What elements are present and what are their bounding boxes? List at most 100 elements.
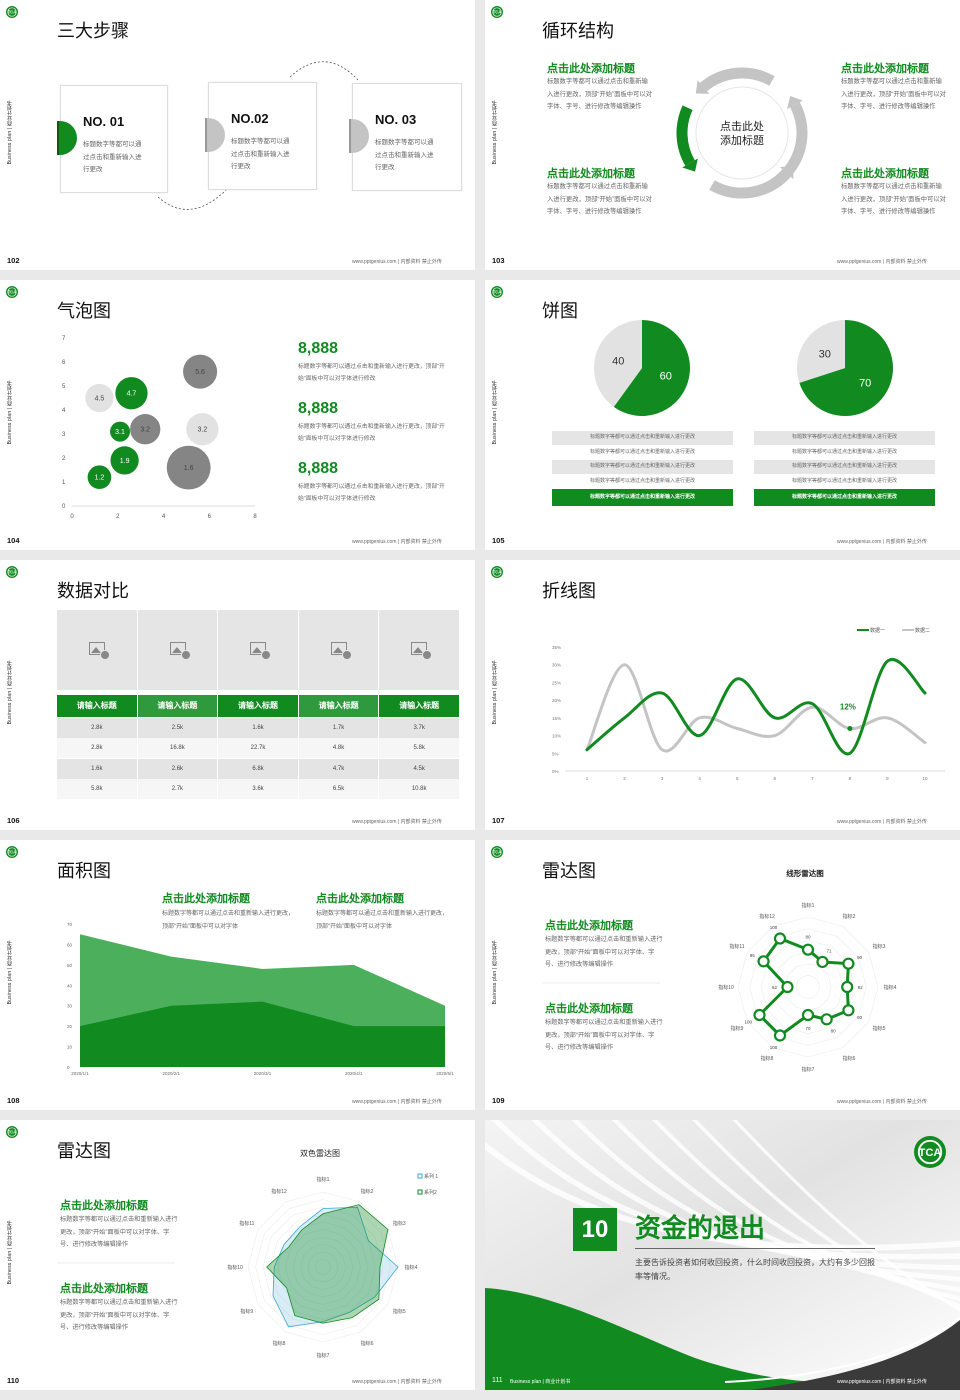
radar-axis-label: 指标11 <box>729 943 744 950</box>
image-placeholder-icon <box>330 642 347 655</box>
slide-109[interactable]: TCA 雷达图 Business plan | 商业计划书 109 www.pptgen… <box>485 840 960 1110</box>
step-text: 标题数字等都可以通过点击和重新输入进行更改 <box>231 138 290 170</box>
item-heading: 点击此处添加标题 <box>547 168 635 180</box>
y-tick-label: 40 <box>67 983 73 988</box>
radar-axis-label: 指标9 <box>731 1025 744 1032</box>
y-tick-label: 30% <box>552 663 561 668</box>
image-placeholder[interactable] <box>137 610 218 690</box>
radar-marker <box>842 1004 855 1017</box>
swoosh-line <box>651 1120 960 1302</box>
slide-104[interactable]: TCA 气泡图 Business plan | 商业计划书 104 www.pptgen… <box>0 280 475 550</box>
radar-grid <box>315 1259 331 1275</box>
y-tick-label: 50 <box>67 963 73 968</box>
logo-text: TCA <box>493 850 502 855</box>
logo-text: TCA <box>8 850 17 855</box>
legend-row: 标题数字等都可以通过点击和重新输入进行更改 <box>552 460 733 474</box>
y-tick-label: 20 <box>67 1024 73 1029</box>
slide-102[interactable]: TCA 三大步骤 Business plan | 商业计划书 102 www.pptge… <box>0 0 475 270</box>
x-tick-label: 2 <box>116 514 120 520</box>
radar-value-label: 100 <box>770 1045 778 1050</box>
radar-value-label: 70 <box>805 1026 811 1031</box>
radar-value-label: 80 <box>831 1029 837 1034</box>
pie-slice <box>799 320 893 416</box>
slide-111[interactable]: TCA 10 资金的退出 主要告诉投资者如何收回投资，什么时间收回投资，大约有多少回报… <box>485 1120 960 1390</box>
table-cell: 16.8k <box>137 738 218 759</box>
pie-label: 60 <box>660 371 672 383</box>
item-text: 标题数字等都可以通过点击和重新输入进行更改，顶部“开始”面板中可以对字体、字号、… <box>841 78 946 110</box>
bubble-chart: 0 1 2 3 4 5 6 7 0 2 4 6 8 1.2 1.9 3.1 3.2 4.5 4.7 5.6 3.2 1.6 <box>62 336 257 520</box>
x-tick-label: 2 <box>623 776 626 781</box>
y-tick-label: 60 <box>67 942 73 947</box>
footer-text: www.pptgenius.com | 内部资料 禁止外传 <box>837 1099 927 1105</box>
table-cell: 4.5k <box>379 758 459 779</box>
divider <box>542 982 660 984</box>
logo-ring <box>917 1139 943 1165</box>
radar-axis-label: 指标12 <box>271 1188 287 1195</box>
radar-value-label: 80 <box>805 935 811 940</box>
radar-axis-label: 指标3 <box>393 1220 406 1227</box>
area-series <box>80 1001 445 1067</box>
radar-marker <box>757 955 770 968</box>
stat-value: 8,888 <box>298 400 339 417</box>
image-placeholder[interactable] <box>57 610 137 690</box>
section-number: 10 <box>573 1208 617 1251</box>
stat-value: 8,888 <box>298 460 339 477</box>
y-tick-label: 0% <box>552 769 559 774</box>
step-card <box>208 82 317 190</box>
table-header: 请输入标题 <box>218 695 298 717</box>
table-cell: 2.8k <box>57 738 137 759</box>
arrow-head-icon <box>787 96 803 110</box>
section-title: 资金的退出 <box>635 1213 766 1243</box>
logo-ring <box>7 567 17 577</box>
bubble <box>186 413 219 446</box>
item-heading: 点击此处添加标题 <box>841 63 929 75</box>
logo-ring <box>7 7 17 17</box>
bubble-label: 3.2 <box>140 427 150 434</box>
bubble <box>87 465 112 490</box>
bubble-label: 1.6 <box>184 465 194 472</box>
radar-value-label: 90 <box>857 955 863 960</box>
slide-title: 折线图 <box>542 581 596 601</box>
slide-107[interactable]: TCA 折线图 Business plan | 商业计划书 107 www.pptgen… <box>485 560 960 830</box>
x-tick-label: 3 <box>661 776 664 781</box>
pie-label: 40 <box>612 355 624 367</box>
radar-marker <box>841 980 854 994</box>
logo-ring <box>492 567 502 577</box>
y-tick-label: 7 <box>62 336 66 342</box>
item-heading: 点击此处添加标题 <box>545 920 633 932</box>
image-placeholder[interactable] <box>379 610 459 690</box>
image-placeholder-icon <box>89 642 105 655</box>
slide-108[interactable]: TCA 面积图 Business plan | 商业计划书 108 www.pptgen… <box>0 840 475 1110</box>
radar-series <box>272 1206 399 1328</box>
logo-text: TCA <box>8 290 17 295</box>
legend-label: 数据一 <box>870 627 885 634</box>
y-tick-label: 1 <box>62 480 66 486</box>
swoosh-line <box>611 1120 960 1292</box>
slide-103[interactable]: TCA 循环结构 Business plan | 商业计划书 103 www.pptge… <box>485 0 960 270</box>
image-placeholder[interactable] <box>298 610 379 690</box>
item-text: 标题数字等都可以通过点击和重新输入进行更改，顶部“开始”面板中可以对字体、字号、… <box>547 183 652 215</box>
logo-text: TCA <box>493 10 502 15</box>
arrow-arc <box>676 105 695 166</box>
bubble <box>166 445 211 490</box>
arrow-head-icon <box>695 80 710 94</box>
radar-axis-label: 指标8 <box>273 1340 286 1347</box>
slide-110[interactable]: TCA 雷达图 Business plan | 商业计划书 110 www.pptgen… <box>0 1120 475 1390</box>
item-text: 标题数字等都可以通过点击和重新输入进行更改，顶部“开始”面板中可以对字体、字号、… <box>841 183 946 215</box>
x-tick-label: 1 <box>586 776 589 781</box>
legend-label: 系列2 <box>424 1189 437 1196</box>
legend-row: 标题数字等都可以通过点击和重新输入进行更改 <box>754 460 935 474</box>
legend-swatch <box>417 1173 423 1179</box>
pie-charts: 60 40 70 30 <box>594 320 893 416</box>
radar-grid <box>255 1199 391 1335</box>
image-placeholder-icon <box>250 642 267 655</box>
slide-105[interactable]: TCA 饼图 Business plan | 商业计划书 105 www.pptgeni… <box>485 280 960 550</box>
legend-row: 标题数字等都可以通过点击和重新输入进行更改 <box>552 445 733 459</box>
image-placeholder[interactable] <box>218 610 298 690</box>
section-description: 主要告诉投资者如何收回投资，什么时间收回投资，大约有多少回报率等情况。 <box>635 1258 875 1281</box>
slide-106[interactable]: TCA 数据对比 Business plan | 商业计划书 106 www.pptge… <box>0 560 475 830</box>
bubble <box>115 377 148 410</box>
legend-row: 标题数字等都可以通过点击和重新输入进行更改 <box>754 445 935 459</box>
swoosh-line <box>732 1120 960 1313</box>
y-tick-label: 0 <box>67 1065 70 1070</box>
